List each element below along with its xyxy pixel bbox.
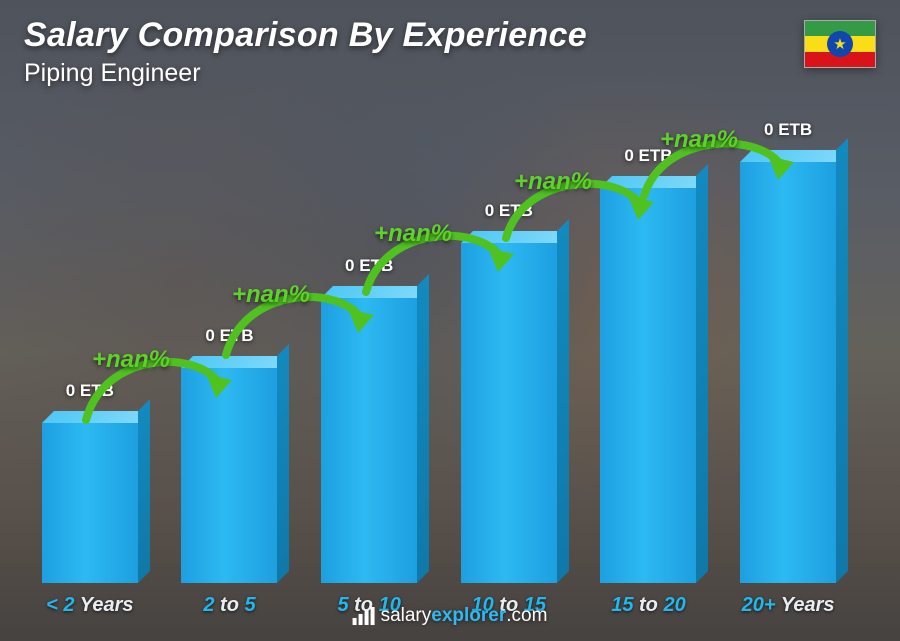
bar-slot: 0 ETB5 to 10: [310, 120, 428, 583]
bar-slot: 0 ETB< 2 Years: [31, 120, 149, 583]
bar-value-label: 0 ETB: [485, 201, 533, 221]
bar-x-label: 2 to 5: [203, 594, 255, 617]
bar: [461, 243, 557, 583]
logo-bar: [371, 607, 375, 625]
bars-container: 0 ETB< 2 Years0 ETB2 to 50 ETB5 to 100 E…: [20, 120, 858, 583]
bar: [181, 368, 277, 583]
bar-top-face: [42, 411, 150, 423]
bar-top-face: [600, 176, 708, 188]
bar-chart: 0 ETB< 2 Years0 ETB2 to 50 ETB5 to 100 E…: [20, 120, 858, 583]
logo-bar: [365, 610, 369, 625]
bar-value-label: 0 ETB: [764, 120, 812, 140]
bar-front-face: [740, 162, 836, 583]
page-subtitle: Piping Engineer: [24, 59, 587, 88]
logo-text: salaryexplorer.com: [381, 605, 548, 627]
bar-front-face: [181, 368, 277, 583]
bar-side-face: [277, 344, 289, 583]
flag-emblem-icon: ★: [827, 31, 853, 57]
bar-slot: 0 ETB15 to 20: [589, 120, 707, 583]
bar: [321, 298, 417, 583]
bar-front-face: [42, 423, 138, 583]
bar-side-face: [557, 219, 569, 583]
bar-top-face: [181, 356, 289, 368]
logo-bar: [359, 614, 363, 625]
bar-slot: 0 ETB20+ Years: [729, 120, 847, 583]
bar-top-face: [740, 150, 848, 162]
bar-top-face: [461, 231, 569, 243]
bar-side-face: [696, 164, 708, 583]
bar-side-face: [138, 399, 150, 583]
bar-value-label: 0 ETB: [66, 381, 114, 401]
bar-front-face: [600, 188, 696, 583]
bar-x-label: < 2 Years: [46, 594, 133, 617]
ethiopia-flag-icon: ★: [804, 20, 876, 68]
bar-slot: 0 ETB10 to 15: [450, 120, 568, 583]
page-title: Salary Comparison By Experience: [24, 16, 587, 55]
logo-bars-icon: [353, 607, 375, 625]
bar-x-label: 20+ Years: [742, 594, 835, 617]
bar: [600, 188, 696, 583]
infographic-canvas: Salary Comparison By Experience Piping E…: [0, 0, 900, 641]
bar-x-label: 15 to 20: [611, 594, 686, 617]
bar-side-face: [836, 138, 848, 583]
bar: [740, 162, 836, 583]
logo-bar: [353, 618, 357, 625]
bar-front-face: [321, 298, 417, 583]
bar-value-label: 0 ETB: [624, 146, 672, 166]
bar-slot: 0 ETB2 to 5: [170, 120, 288, 583]
title-block: Salary Comparison By Experience Piping E…: [24, 16, 587, 88]
bar-value-label: 0 ETB: [205, 326, 253, 346]
bar-top-face: [321, 286, 429, 298]
salaryexplorer-logo: salaryexplorer.com: [353, 605, 548, 627]
bar-side-face: [417, 274, 429, 583]
bar-value-label: 0 ETB: [345, 256, 393, 276]
bar: [42, 423, 138, 583]
bar-front-face: [461, 243, 557, 583]
